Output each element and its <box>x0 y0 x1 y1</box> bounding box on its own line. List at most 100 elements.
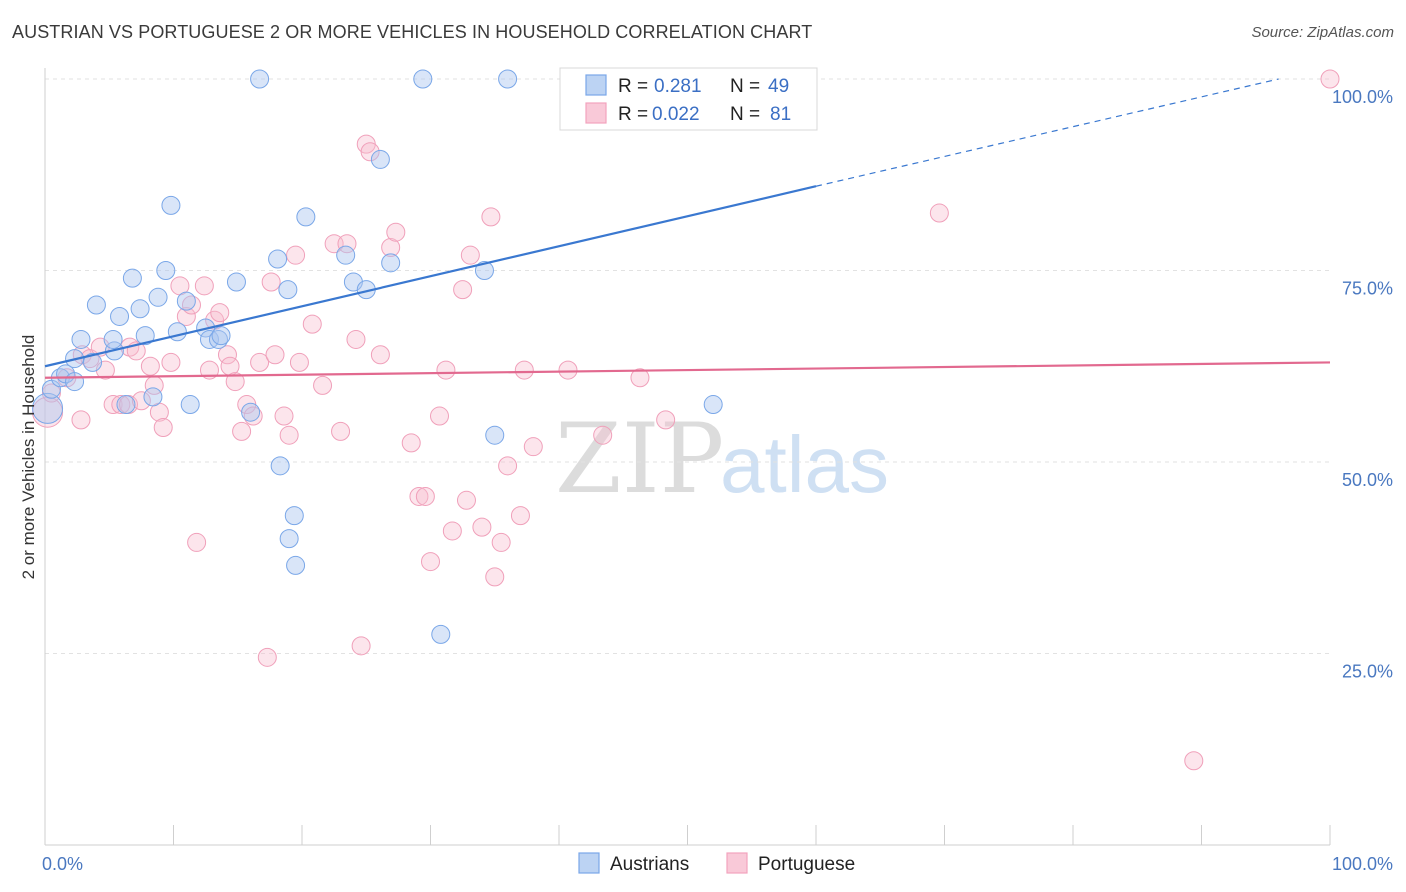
portuguese-point-3 <box>71 410 91 430</box>
austrians-point-36 <box>336 245 356 265</box>
portuguese-point-37 <box>274 406 294 426</box>
portuguese-point-30 <box>232 421 252 441</box>
legend-r-portuguese: 0.022 <box>652 104 700 125</box>
chart-title: AUSTRIAN VS PORTUGUESE 2 OR MORE VEHICLE… <box>12 22 813 42</box>
austrians-point-29 <box>250 69 270 89</box>
austrians-point-22 <box>180 395 200 415</box>
austrians-point-6 <box>71 329 91 349</box>
portuguese-point-66 <box>491 532 511 552</box>
portuguese-trend-line <box>44 361 1331 379</box>
austrians-point-13 <box>122 268 142 288</box>
austrians-point-40 <box>381 253 401 273</box>
y-tick-label-1: 50.0% <box>1342 470 1393 490</box>
portuguese-point-33 <box>250 352 270 372</box>
portuguese-point-57 <box>429 406 449 426</box>
portuguese-point-50 <box>370 345 390 365</box>
portuguese-point-18 <box>161 352 181 372</box>
austrians-point-35 <box>296 207 316 227</box>
portuguese-point-54 <box>409 486 429 506</box>
austrians-point-44 <box>474 261 494 280</box>
portuguese-point-26 <box>210 303 230 323</box>
austrians-point-28 <box>241 402 261 422</box>
portuguese-point-73 <box>630 368 650 388</box>
portuguese-point-62 <box>460 245 480 265</box>
tick-labels: 25.0% 50.0% 75.0% 100.0% 0.0% 100.0% <box>42 87 1393 874</box>
austrians-point-27 <box>226 272 246 292</box>
austrians-trend-line <box>44 185 817 368</box>
portuguese-point-20 <box>176 306 196 326</box>
portuguese-point-77 <box>1320 69 1340 89</box>
austrians-point-33 <box>279 529 299 549</box>
austrians-trend-extension <box>815 78 1279 187</box>
portuguese-point-70 <box>523 437 543 457</box>
legend-n-label-2: N = <box>730 104 760 125</box>
portuguese-point-64 <box>481 207 501 227</box>
legend-n-portuguese: 81 <box>770 104 791 125</box>
portuguese-point-21 <box>181 295 201 315</box>
austrians-point-43 <box>431 624 451 644</box>
austrians-point-32 <box>278 280 298 300</box>
legend-r-label-1: R = <box>618 76 648 97</box>
portuguese-point-55 <box>415 486 435 506</box>
portuguese-point-40 <box>289 352 309 372</box>
portuguese-point-53 <box>401 433 421 453</box>
austrians-point-15 <box>135 326 155 346</box>
portuguese-point-67 <box>498 456 518 476</box>
y-axis-label: 2 or more Vehicles in Household <box>19 335 38 580</box>
portuguese-point-51 <box>381 238 401 258</box>
portuguese-point-13 <box>131 391 151 411</box>
watermark-zip: ZIP <box>555 403 724 515</box>
austrians-point-19 <box>161 195 181 215</box>
portuguese-point-9 <box>111 395 131 415</box>
austrians-point-20 <box>167 322 187 342</box>
portuguese-point-75 <box>929 203 949 223</box>
portuguese-point-14 <box>140 356 160 376</box>
x-tick-label-0: 0.0% <box>42 854 83 874</box>
portuguese-point-71 <box>558 360 578 380</box>
austrians-point-34 <box>284 506 304 526</box>
portuguese-point-46 <box>346 329 366 349</box>
austrians-point-26 <box>211 326 231 346</box>
bottom-legend-swatch-austrians <box>578 852 600 874</box>
chart-source: Source: ZipAtlas.com <box>1251 24 1394 41</box>
austrians-point-42 <box>286 555 306 575</box>
y-tick-label-3: 100.0% <box>1332 87 1393 107</box>
portuguese-point-34 <box>257 647 277 667</box>
portuguese-point-42 <box>313 375 333 395</box>
austrians-point-11 <box>110 306 130 326</box>
austrians-point-7 <box>86 295 106 315</box>
bottom-legend-swatch-portuguese <box>726 852 748 874</box>
austrians-point-4 <box>65 372 85 392</box>
austrians-point-16 <box>143 387 163 407</box>
portuguese-point-27 <box>217 345 237 365</box>
portuguese-point-22 <box>187 532 207 552</box>
austrians-point-48 <box>703 395 723 415</box>
portuguese-point-74 <box>656 410 676 430</box>
portuguese-point-24 <box>199 360 219 380</box>
portuguese-point-44 <box>331 421 351 441</box>
data-points <box>32 69 1340 771</box>
portuguese-point-76 <box>1184 751 1204 771</box>
austrians-point-21 <box>176 291 196 311</box>
austrians-point-17 <box>148 287 168 307</box>
portuguese-point-52 <box>386 222 406 242</box>
portuguese-point-23 <box>194 276 214 296</box>
portuguese-point-60 <box>453 280 473 300</box>
portuguese-point-69 <box>514 360 534 380</box>
austrians-point-45 <box>485 425 505 445</box>
portuguese-point-63 <box>472 517 492 537</box>
austrians-point-41 <box>413 69 433 89</box>
portuguese-point-35 <box>261 272 281 292</box>
austrians-point-14 <box>130 299 150 319</box>
portuguese-point-29 <box>225 372 245 392</box>
portuguese-point-47 <box>351 636 371 656</box>
portuguese-point-38 <box>279 425 299 445</box>
x-tick-label-1: 100.0% <box>1332 854 1393 874</box>
portuguese-point-68 <box>510 506 530 526</box>
legend-n-austrians: 49 <box>768 76 789 97</box>
portuguese-point-65 <box>485 567 505 587</box>
portuguese-point-49 <box>360 142 380 162</box>
austrians-point-46 <box>498 69 518 89</box>
portuguese-point-61 <box>456 490 476 510</box>
axes <box>44 68 1331 846</box>
